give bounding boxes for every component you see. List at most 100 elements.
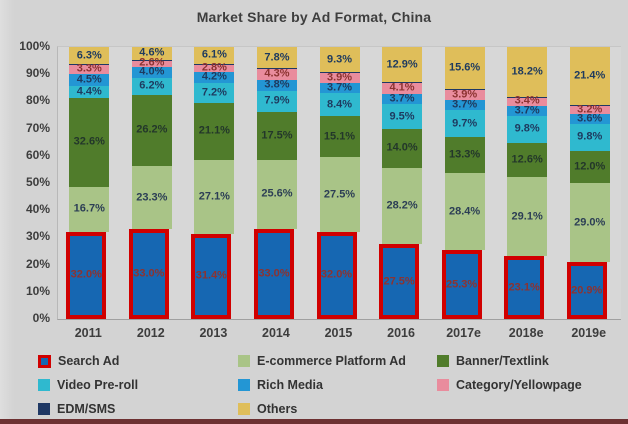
- x-label-2016: 2016: [387, 326, 415, 340]
- y-tick-70: 70%: [25, 120, 50, 135]
- plot-area: 32.0% 16.7% 32.6% 4.4% 4.5% 3.3% 6.3% 33.0% 23.3…: [57, 46, 621, 320]
- legend-swatch-e-commerce-platform-ad: [238, 355, 250, 367]
- segment-search-ad: 25.3%: [441, 250, 482, 319]
- segment-search-ad: 32.0%: [316, 231, 357, 319]
- value-label-banner-textlink: 14.0%: [386, 141, 418, 154]
- bar-2019e: 20.9% 29.0% 12.0% 9.8% 3.6% 3.2% 21.4%: [566, 47, 610, 319]
- segment-banner-textlink: 12.6%: [507, 142, 548, 178]
- value-label-e-commerce-platform-ad: 28.2%: [386, 199, 418, 212]
- x-label-2017e: 2017e: [446, 326, 481, 340]
- segment-search-ad: 23.1%: [504, 256, 545, 319]
- bottom-border-strip: [0, 419, 628, 424]
- y-tick-100: 100%: [19, 39, 50, 53]
- segment-category-yellowpage: 2.8%: [194, 61, 235, 74]
- segment-video-pre-roll: 8.4%: [319, 93, 360, 117]
- legend-item-edm-sms: EDM/SMS: [38, 401, 115, 417]
- y-tick-0: 0%: [32, 311, 50, 325]
- segment-category-yellowpage: 4.1%: [382, 81, 423, 94]
- value-label-banner-textlink: 13.3%: [449, 148, 481, 161]
- value-label-category-yellowpage: 2.6%: [139, 56, 165, 69]
- value-label-banner-textlink: 12.0%: [574, 160, 606, 173]
- value-label-banner-textlink: 15.1%: [323, 130, 356, 143]
- value-label-search-ad: 32.0%: [70, 268, 102, 281]
- segment-e-commerce-platform-ad: 28.4%: [444, 172, 485, 251]
- value-label-banner-textlink: 26.2%: [136, 123, 168, 136]
- legend-label-edm-sms: EDM/SMS: [57, 402, 116, 416]
- value-label-category-yellowpage: 3.9%: [452, 88, 478, 101]
- segment-e-commerce-platform-ad: 29.0%: [569, 183, 610, 263]
- segment-search-ad: 20.9%: [566, 262, 607, 319]
- segment-others: 9.3%: [319, 47, 360, 73]
- x-label-2012: 2012: [136, 326, 165, 340]
- legend-item-e-commerce-platform-ad: E-commerce Platform Ad: [238, 353, 406, 369]
- bar-2013: 31.4% 27.1% 21.1% 7.2% 4.2% 2.8% 6.1%: [191, 47, 235, 319]
- segment-e-commerce-platform-ad: 16.7%: [69, 186, 110, 232]
- legend-item-banner-textlink: Banner/Textlink: [437, 353, 549, 369]
- value-label-others: 15.6%: [449, 61, 481, 74]
- segment-search-ad: 33.0%: [253, 229, 294, 319]
- value-label-search-ad: 33.0%: [133, 267, 165, 280]
- value-label-rich-media: 3.8%: [264, 78, 290, 91]
- value-label-video-pre-roll: 7.9%: [264, 94, 290, 107]
- legend-label-rich-media: Rich Media: [257, 378, 323, 392]
- segment-search-ad: 27.5%: [379, 244, 420, 319]
- segment-rich-media: 3.7%: [319, 82, 360, 94]
- value-label-video-pre-roll: 8.4%: [326, 98, 353, 111]
- segment-e-commerce-platform-ad: 23.3%: [131, 165, 172, 230]
- segment-video-pre-roll: 9.7%: [444, 110, 485, 137]
- value-label-e-commerce-platform-ad: 16.7%: [73, 202, 105, 215]
- value-label-e-commerce-platform-ad: 29.1%: [511, 210, 543, 223]
- value-label-e-commerce-platform-ad: 28.4%: [449, 205, 481, 218]
- value-label-banner-textlink: 17.5%: [261, 129, 293, 142]
- value-label-search-ad: 25.3%: [446, 278, 478, 291]
- legend-label-others: Others: [257, 402, 298, 416]
- value-label-rich-media: 3.6%: [577, 112, 603, 125]
- x-label-2011: 2011: [74, 326, 102, 340]
- value-label-category-yellowpage: 3.2%: [577, 103, 603, 116]
- segment-rich-media: 4.0%: [131, 66, 172, 78]
- segment-category-yellowpage: 2.6%: [131, 56, 172, 69]
- segment-rich-media: 4.5%: [69, 73, 110, 86]
- value-label-rich-media: 3.7%: [389, 92, 415, 105]
- legend-item-others: Others: [238, 401, 297, 417]
- value-label-video-pre-roll: 6.2%: [139, 79, 165, 92]
- value-label-category-yellowpage: 2.8%: [201, 61, 227, 74]
- value-label-e-commerce-platform-ad: 27.1%: [198, 190, 230, 203]
- segment-category-yellowpage: 4.3%: [256, 68, 297, 81]
- value-label-e-commerce-platform-ad: 29.0%: [574, 216, 606, 229]
- legend-swatch-banner-textlink: [437, 355, 449, 367]
- value-label-rich-media: 3.7%: [452, 98, 478, 111]
- segment-category-yellowpage: 3.9%: [319, 72, 360, 84]
- x-label-2014: 2014: [262, 326, 290, 340]
- segment-rich-media: 3.7%: [444, 98, 485, 111]
- value-label-category-yellowpage: 4.1%: [389, 81, 415, 94]
- value-label-banner-textlink: 32.6%: [73, 135, 105, 148]
- value-label-video-pre-roll: 9.8%: [577, 130, 603, 143]
- value-label-rich-media: 4.5%: [76, 73, 102, 86]
- legend-label-video-pre-roll: Video Pre-roll: [57, 378, 139, 392]
- value-label-video-pre-roll: 7.2%: [201, 86, 227, 99]
- value-label-video-pre-roll: 9.7%: [452, 117, 478, 130]
- value-label-e-commerce-platform-ad: 27.5%: [323, 188, 356, 201]
- bar-2018e: 23.1% 29.1% 12.6% 9.8% 3.7% 3.4% 18.2%: [504, 47, 548, 319]
- legend-label-search-ad: Search Ad: [58, 354, 120, 368]
- legend-item-video-pre-roll: Video Pre-roll: [38, 377, 138, 393]
- segment-rich-media: 3.8%: [256, 78, 297, 91]
- value-label-search-ad: 32.0%: [320, 268, 353, 281]
- legend-swatch-search-ad: [38, 354, 51, 368]
- bar-2011: 32.0% 16.7% 32.6% 4.4% 4.5% 3.3% 6.3%: [66, 47, 110, 319]
- value-label-category-yellowpage: 3.4%: [514, 94, 540, 107]
- y-tick-50: 50%: [25, 175, 50, 189]
- legend-swatch-video-pre-roll: [38, 379, 50, 391]
- bar-2017e: 25.3% 28.4% 13.3% 9.7% 3.7% 3.9% 15.6%: [441, 47, 485, 319]
- segment-rich-media: 4.2%: [194, 71, 235, 83]
- x-label-2015: 2015: [324, 326, 353, 340]
- legend-item-search-ad: Search Ad: [38, 353, 119, 369]
- value-label-video-pre-roll: 9.5%: [389, 110, 415, 122]
- bar-2016: 27.5% 28.2% 14.0% 9.5% 3.7% 4.1% 12.9%: [379, 47, 423, 319]
- bar-2014: 33.0% 25.6% 17.5% 7.9% 3.8% 4.3% 7.8%: [253, 47, 297, 319]
- legend-swatch-edm-sms: [38, 403, 50, 415]
- bar-2012: 33.0% 23.3% 26.2% 6.2% 4.0% 2.6% 4.6%: [128, 47, 172, 319]
- value-label-search-ad: 33.0%: [258, 267, 290, 280]
